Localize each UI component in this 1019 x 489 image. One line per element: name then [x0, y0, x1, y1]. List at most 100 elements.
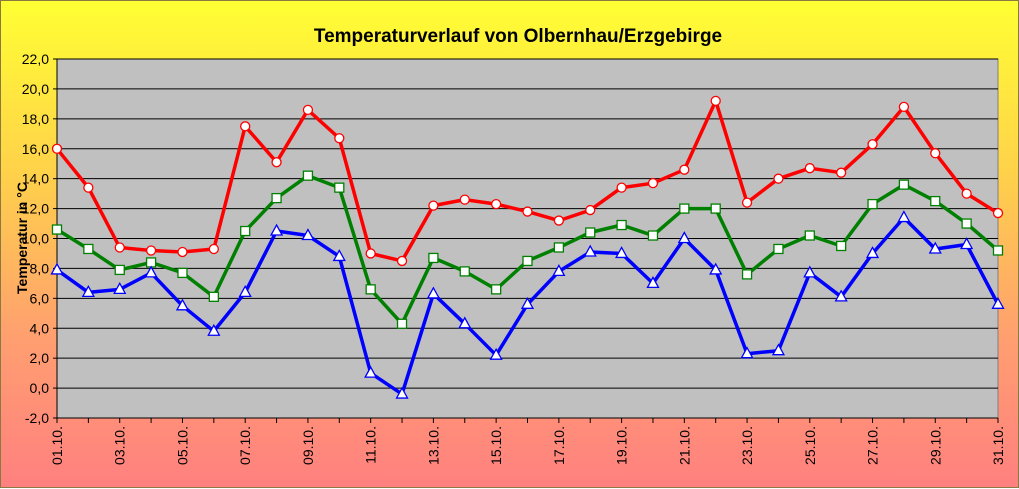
data-point	[710, 95, 721, 107]
data-point	[740, 346, 754, 359]
y-axis-label: Temperatur in °C	[14, 182, 30, 294]
y-tick-label: 4,0	[30, 320, 50, 336]
data-point	[175, 298, 190, 311]
data-point	[489, 347, 503, 360]
data-point	[865, 246, 880, 259]
data-point	[930, 195, 941, 207]
chart-title: Temperaturverlauf von Olbernhau/Erzgebir…	[314, 26, 722, 47]
data-point	[334, 133, 345, 144]
data-point	[520, 296, 535, 309]
data-point	[144, 265, 158, 278]
data-point	[771, 343, 786, 356]
data-point	[647, 178, 659, 189]
x-tick-label: 25.10.	[802, 426, 818, 465]
y-tick-label: 18,0	[22, 111, 49, 127]
y-tick-label: 20,0	[22, 81, 49, 97]
data-point	[585, 227, 596, 238]
x-tick-label: 19.10.	[614, 426, 630, 465]
data-point	[302, 170, 314, 181]
data-point	[365, 284, 376, 295]
data-point	[961, 188, 972, 199]
data-point	[710, 203, 721, 214]
data-point	[114, 264, 125, 276]
data-point	[585, 204, 596, 216]
data-point	[522, 206, 533, 217]
data-point	[741, 269, 753, 280]
data-point	[773, 173, 784, 184]
data-point	[522, 255, 533, 267]
y-tick-label: 6,0	[30, 290, 50, 306]
data-point	[677, 231, 691, 244]
data-point	[269, 223, 284, 236]
data-point	[583, 244, 597, 257]
y-tick-label: 22,0	[22, 51, 49, 67]
data-point	[898, 101, 910, 113]
data-point	[490, 284, 502, 295]
data-point	[177, 246, 188, 258]
data-point	[302, 104, 314, 116]
data-point	[616, 219, 627, 231]
x-tick-label: 13.10.	[425, 426, 441, 465]
x-tick-label: 27.10.	[865, 426, 881, 465]
data-point	[897, 210, 911, 223]
data-point	[395, 386, 409, 399]
data-point	[113, 282, 127, 295]
data-point	[207, 323, 221, 336]
data-point	[301, 228, 315, 241]
data-point	[804, 230, 815, 241]
data-point	[836, 167, 847, 178]
x-tick-label: 11.10.	[363, 426, 379, 464]
data-point	[615, 246, 629, 259]
series-3	[50, 210, 1005, 399]
data-point	[208, 291, 219, 302]
data-point	[332, 249, 346, 262]
data-point	[396, 255, 408, 267]
data-point	[741, 197, 753, 208]
x-tick-label: 05.10.	[174, 426, 190, 465]
y-tick-label: 0,0	[30, 380, 50, 396]
data-point	[51, 143, 63, 154]
data-point	[553, 242, 565, 253]
data-point	[867, 139, 878, 150]
data-point	[428, 200, 439, 211]
data-point	[50, 262, 64, 275]
data-point	[709, 262, 723, 275]
data-point	[773, 243, 784, 255]
y-tick-label: 16,0	[22, 141, 49, 157]
data-point	[836, 240, 847, 252]
data-point	[114, 242, 125, 253]
x-tick-label: 29.10.	[927, 426, 943, 465]
data-point	[992, 245, 1004, 256]
data-point	[679, 203, 690, 214]
data-point	[834, 289, 848, 302]
data-point	[803, 265, 817, 278]
x-axis-ticks: 01.10. 03.10. 05.10. 07.10. 09.10. 11.10. 13.1…	[49, 418, 1006, 465]
x-tick-label: 03.10.	[112, 426, 128, 465]
data-point	[365, 248, 376, 259]
data-point	[928, 241, 942, 254]
data-point	[992, 207, 1004, 219]
data-point	[334, 182, 345, 193]
data-point	[930, 148, 941, 159]
data-point	[991, 296, 1005, 309]
data-point	[961, 218, 972, 229]
data-point	[867, 198, 878, 210]
y-tick-label: 14,0	[22, 171, 49, 187]
x-tick-label: 07.10.	[237, 426, 253, 465]
y-tick-label: 2,0	[30, 350, 50, 366]
data-point	[271, 192, 282, 204]
x-tick-label: 09.10.	[300, 426, 316, 465]
data-point	[145, 245, 157, 256]
data-point	[271, 157, 282, 168]
data-point	[364, 365, 378, 378]
data-point	[804, 163, 815, 174]
x-tick-label: 21.10.	[676, 426, 692, 465]
data-point	[240, 121, 251, 132]
data-point	[238, 285, 252, 298]
data-point	[426, 286, 440, 299]
data-point	[428, 252, 439, 264]
data-point	[459, 194, 470, 205]
x-tick-label: 31.10.	[990, 426, 1006, 465]
